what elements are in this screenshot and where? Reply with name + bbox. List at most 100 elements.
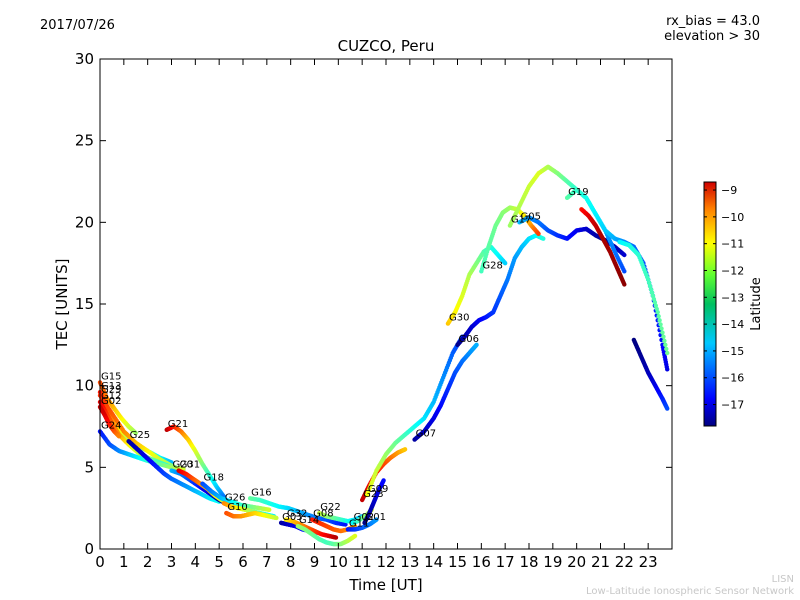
y-tick-label: 0 [84, 540, 94, 558]
track-dot [660, 330, 665, 335]
colorbar-tick-label: −14 [721, 318, 744, 331]
satellite-label-G13: G13 [101, 381, 121, 392]
series-G16 [247, 496, 348, 527]
data-point [622, 252, 627, 258]
data-point [502, 260, 508, 266]
data-point [655, 309, 660, 315]
satellite-label-G09: G09 [368, 484, 388, 495]
series-G19 [564, 187, 670, 372]
satellite-label-G19: G19 [568, 187, 588, 198]
series-unlabeled-31 [579, 207, 627, 287]
data-point [374, 517, 379, 522]
x-tick-label: 12 [376, 553, 395, 571]
data-point [267, 507, 272, 512]
colorbar-tick-label: −10 [721, 211, 744, 224]
series-G15 [97, 380, 138, 436]
colorbar-tick-label: −13 [721, 291, 744, 304]
y-tick-label: 30 [75, 50, 94, 68]
data-point [116, 434, 122, 439]
x-axis-label: Time [UT] [348, 576, 422, 594]
series-G25 [126, 439, 222, 504]
chart-title: CUZCO, Peru [337, 37, 435, 55]
colorbar-tick-label: −16 [721, 372, 744, 385]
series-marks [97, 164, 670, 547]
satellite-label-G25: G25 [130, 430, 150, 441]
elevation-label: elevation > 30 [664, 29, 760, 44]
org-full: Low-Latitude Ionospheric Sensor Network [586, 586, 794, 597]
satellite-label-G22: G22 [320, 502, 340, 513]
data-point [622, 282, 627, 287]
series-unlabeled-32 [631, 337, 670, 411]
x-tick-label: 15 [448, 553, 467, 571]
series-G18 [200, 481, 272, 512]
satellite-label-G24: G24 [101, 420, 121, 431]
track-dot [663, 342, 668, 348]
x-tick-label: 7 [262, 553, 272, 571]
colorbar-tick-label: −9 [721, 184, 737, 197]
data-point [352, 533, 358, 539]
series-G02 [97, 404, 122, 439]
data-point [665, 350, 670, 356]
series-G09 [364, 334, 465, 498]
data-point [333, 535, 339, 540]
date-label: 2017/07/26 [40, 18, 115, 33]
x-tick-label: 22 [615, 553, 634, 571]
series-G10 [224, 510, 279, 521]
x-tick-label: 21 [591, 553, 610, 571]
data-point [536, 231, 541, 236]
x-tick-label: 13 [400, 553, 419, 571]
credit: LISN Low-Latitude Ionospheric Sensor Net… [586, 574, 794, 598]
data-point [274, 515, 279, 521]
satellite-label-G01: G01 [366, 512, 386, 523]
satellite-label-G02: G02 [101, 396, 121, 407]
track-dot [656, 314, 661, 319]
series-G01 [362, 478, 386, 526]
series-G06 [455, 233, 546, 348]
satellite-label-G26: G26 [225, 492, 245, 503]
x-tick-label: 6 [238, 553, 248, 571]
satellite-label-G31: G31 [180, 460, 200, 471]
colorbar-tick-label: −15 [721, 345, 744, 358]
x-tick-label: 20 [567, 553, 586, 571]
x-tick-label: 10 [329, 553, 348, 571]
satellite-label-G23: G23 [363, 489, 383, 500]
satellite-label-G15: G15 [101, 371, 121, 382]
series-G21 [164, 424, 227, 499]
satellite-label-G06: G06 [459, 334, 479, 345]
y-tick-label: 15 [75, 295, 94, 313]
x-tick-label: 0 [95, 553, 105, 571]
y-tick-label: 20 [75, 213, 94, 231]
data-point [541, 236, 546, 241]
track-dot [658, 322, 663, 327]
series-G11 [345, 517, 379, 532]
satellite-label-G20: G20 [173, 460, 193, 471]
satellite-label-G16: G16 [251, 487, 271, 498]
track-dot [664, 346, 669, 352]
series-G14 [295, 523, 358, 547]
y-axis-label: TEC [UNITS] [53, 259, 71, 351]
x-tick-label: 5 [214, 553, 224, 571]
x-tick-label: 16 [472, 553, 491, 571]
colorbar [703, 181, 717, 427]
colorbar-label: Latitude [749, 277, 764, 331]
x-tick-label: 23 [639, 553, 658, 571]
y-tick-label: 25 [75, 132, 94, 150]
x-tick-label: 3 [167, 553, 177, 571]
data-point [402, 447, 408, 452]
satellite-label-G12: G12 [101, 391, 121, 402]
series-G32 [283, 517, 339, 540]
satellite-label-G28: G28 [482, 260, 502, 271]
satellite-label-G30: G30 [449, 313, 469, 324]
satellite-label-G29: G29 [101, 384, 121, 395]
x-tick-label: 11 [353, 553, 372, 571]
parameters-block: rx_bias = 43.0 elevation > 30 [664, 14, 760, 44]
track-dot [659, 326, 664, 331]
track-dot [662, 338, 667, 343]
colorbar-tick-label: −12 [721, 264, 744, 277]
x-tick-label: 1 [119, 553, 129, 571]
satellite-label-G05: G05 [520, 211, 540, 222]
satellite-label-G17: G17 [511, 215, 531, 226]
x-tick-label: 14 [424, 553, 443, 571]
series-G07 [412, 342, 479, 442]
satellite-label-G07: G07 [416, 429, 436, 440]
